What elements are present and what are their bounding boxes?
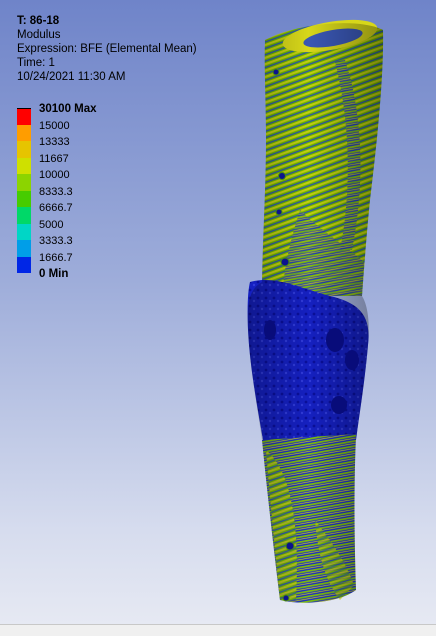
legend-label: 15000 — [39, 119, 70, 132]
legend-label: 5000 — [39, 218, 64, 231]
status-strip — [0, 624, 436, 636]
legend-swatch — [17, 157, 31, 174]
legend-label: 10000 — [39, 169, 70, 181]
legend-label: 0 Min — [39, 268, 69, 280]
screw-holes — [272, 68, 295, 602]
result-header: T: 86-18 Modulus Expression: BFE (Elemen… — [17, 14, 197, 84]
legend-label: 1666.7 — [39, 251, 73, 264]
legend-label: 8333.3 — [39, 185, 73, 198]
legend-swatch — [17, 256, 31, 273]
legend-swatch — [17, 190, 31, 207]
legend-label: 13333 — [39, 136, 70, 148]
legend-swatch — [17, 207, 31, 224]
legend-label: 6666.7 — [39, 202, 73, 214]
result-timestamp: 10/24/2021 11:30 AM — [17, 71, 126, 83]
legend-swatch — [17, 174, 31, 191]
result-title: T: 86-18 — [17, 15, 60, 27]
result-expression: Expression: BFE (Elemental Mean) — [17, 43, 197, 55]
legend-swatch — [17, 240, 31, 257]
result-time: Time: 1 — [17, 57, 55, 69]
legend-swatch — [17, 108, 31, 126]
legend-label: 3333.3 — [39, 235, 73, 247]
legend-swatch — [17, 124, 31, 141]
legend-label: 30100 Max — [39, 103, 97, 115]
result-type: Modulus — [17, 29, 61, 41]
legend-swatch — [17, 223, 31, 240]
legend-swatch — [17, 141, 31, 158]
legend-label: 11667 — [39, 152, 69, 165]
